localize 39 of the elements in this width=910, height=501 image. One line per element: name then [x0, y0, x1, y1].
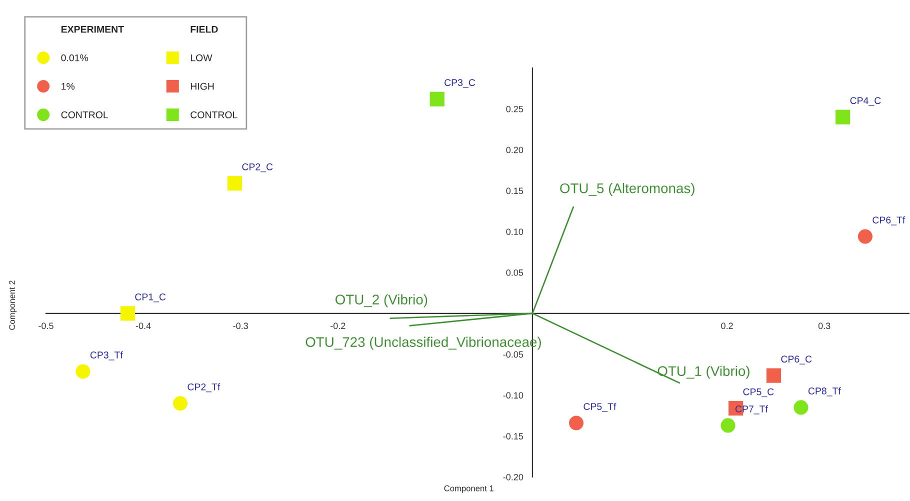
x-tick-label: -0.5 [38, 322, 54, 330]
legend-label: LOW [190, 54, 212, 62]
annotation: CP3_Tf [90, 351, 123, 360]
legend-label: 0.01% [61, 54, 88, 62]
annotation: CP5_Tf [584, 402, 616, 412]
annotation: CP8_Tf [808, 387, 841, 396]
legend-label: CONTROL [61, 111, 108, 118]
x-tick-label: -0.3 [233, 322, 248, 330]
series-label: OTU_5 (Alteromonas) [560, 183, 694, 196]
y-tick-label: 0.15 [506, 188, 524, 194]
x-axis-title: Component 1 [444, 485, 494, 493]
y-tick-label: 0.10 [506, 228, 524, 235]
text: FIELD [190, 26, 218, 33]
y-tick-label: 0.25 [506, 106, 524, 112]
y-tick-label: 0.05 [506, 269, 524, 276]
annotation: CP2_C [242, 163, 273, 172]
x-tick-label: 0.3 [818, 322, 830, 330]
annotation: CP1_C [135, 293, 166, 302]
annotation: CP6_C [781, 356, 812, 364]
x-tick-label: 0.2 [721, 322, 733, 330]
text: EXPERIMENT [61, 26, 124, 33]
y-tick-label: -0.15 [503, 433, 524, 440]
legend-label: HIGH [190, 82, 214, 90]
y-tick-label: -0.05 [503, 351, 524, 358]
annotation: CP3_C [444, 79, 476, 88]
legend-label: 1% [62, 82, 75, 90]
annotation: CP2_Tf [188, 383, 220, 392]
y-tick-label: -0.10 [503, 392, 524, 399]
annotation: CP4_C [850, 97, 881, 106]
legend-label: CONTROL [190, 111, 238, 118]
annotation: CP5_C [743, 388, 774, 398]
y-tick-label: -0.20 [503, 474, 524, 480]
series-label: OTU_2 (Vibrio) [336, 294, 428, 308]
x-tick-label: -0.4 [136, 322, 151, 330]
series-label: OTU_1 (Vibrio) [658, 366, 750, 379]
y-axis-title: Component 2 [9, 280, 17, 330]
y-tick-label: 0.20 [506, 146, 524, 154]
x-tick-label: -0.2 [330, 322, 346, 330]
annotation: CP6_Tf [872, 216, 906, 226]
